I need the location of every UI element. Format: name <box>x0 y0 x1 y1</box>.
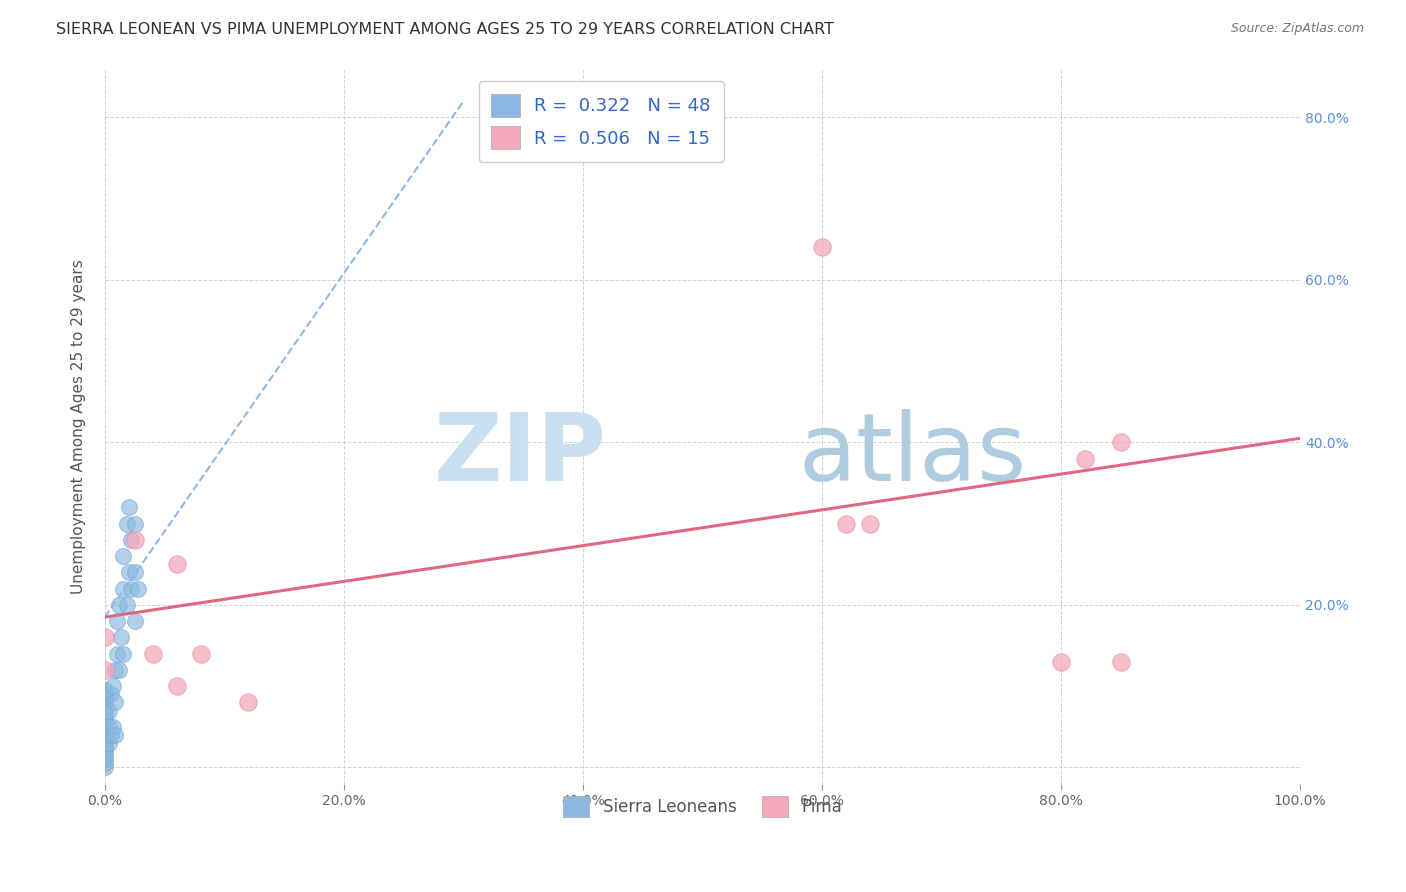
Point <box>94 760 117 774</box>
Point <box>94 707 117 722</box>
Point <box>111 647 134 661</box>
Point <box>124 533 146 547</box>
Point <box>94 683 117 698</box>
Point <box>94 732 117 747</box>
Point <box>124 566 146 580</box>
Point <box>110 631 132 645</box>
Point <box>108 663 131 677</box>
Point <box>103 663 125 677</box>
Point <box>124 614 146 628</box>
Point <box>166 679 188 693</box>
Point <box>94 631 117 645</box>
Point <box>1109 655 1132 669</box>
Text: SIERRA LEONEAN VS PIMA UNEMPLOYMENT AMONG AGES 25 TO 29 YEARS CORRELATION CHART: SIERRA LEONEAN VS PIMA UNEMPLOYMENT AMON… <box>56 22 834 37</box>
Point <box>97 704 120 718</box>
Point <box>835 516 858 531</box>
Point <box>94 687 117 701</box>
Point <box>108 598 131 612</box>
Point <box>94 756 117 771</box>
Point <box>103 728 125 742</box>
Text: Source: ZipAtlas.com: Source: ZipAtlas.com <box>1230 22 1364 36</box>
Point <box>238 696 260 710</box>
Point <box>94 752 117 766</box>
Point <box>94 728 117 742</box>
Point <box>94 740 117 755</box>
Point <box>94 696 117 710</box>
Point <box>97 720 120 734</box>
Point <box>94 744 117 758</box>
Point <box>97 736 120 750</box>
Point <box>105 614 128 628</box>
Text: ZIP: ZIP <box>434 409 607 500</box>
Point <box>190 647 212 661</box>
Point <box>111 549 134 564</box>
Point <box>166 558 188 572</box>
Point <box>100 687 122 701</box>
Text: atlas: atlas <box>799 409 1026 500</box>
Point <box>118 566 141 580</box>
Point <box>94 663 117 677</box>
Point <box>94 720 117 734</box>
Point <box>94 748 117 763</box>
Point <box>94 704 117 718</box>
Point <box>105 647 128 661</box>
Point <box>811 240 834 254</box>
Point <box>94 736 117 750</box>
Point <box>115 598 138 612</box>
Point <box>120 533 142 547</box>
Point <box>859 516 882 531</box>
Point <box>94 699 117 714</box>
Point <box>1109 435 1132 450</box>
Y-axis label: Unemployment Among Ages 25 to 29 years: Unemployment Among Ages 25 to 29 years <box>72 259 86 593</box>
Point <box>94 715 117 730</box>
Point <box>94 691 117 706</box>
Point <box>115 516 138 531</box>
Point <box>118 500 141 515</box>
Point <box>1074 451 1097 466</box>
Point <box>127 582 149 596</box>
Point <box>103 720 125 734</box>
Point <box>103 696 125 710</box>
Point <box>120 582 142 596</box>
Legend: Sierra Leoneans, Pima: Sierra Leoneans, Pima <box>554 788 851 825</box>
Point <box>100 728 122 742</box>
Point <box>94 723 117 738</box>
Point <box>94 712 117 726</box>
Point <box>142 647 165 661</box>
Point <box>1050 655 1073 669</box>
Point <box>111 582 134 596</box>
Point <box>103 679 125 693</box>
Point <box>124 516 146 531</box>
